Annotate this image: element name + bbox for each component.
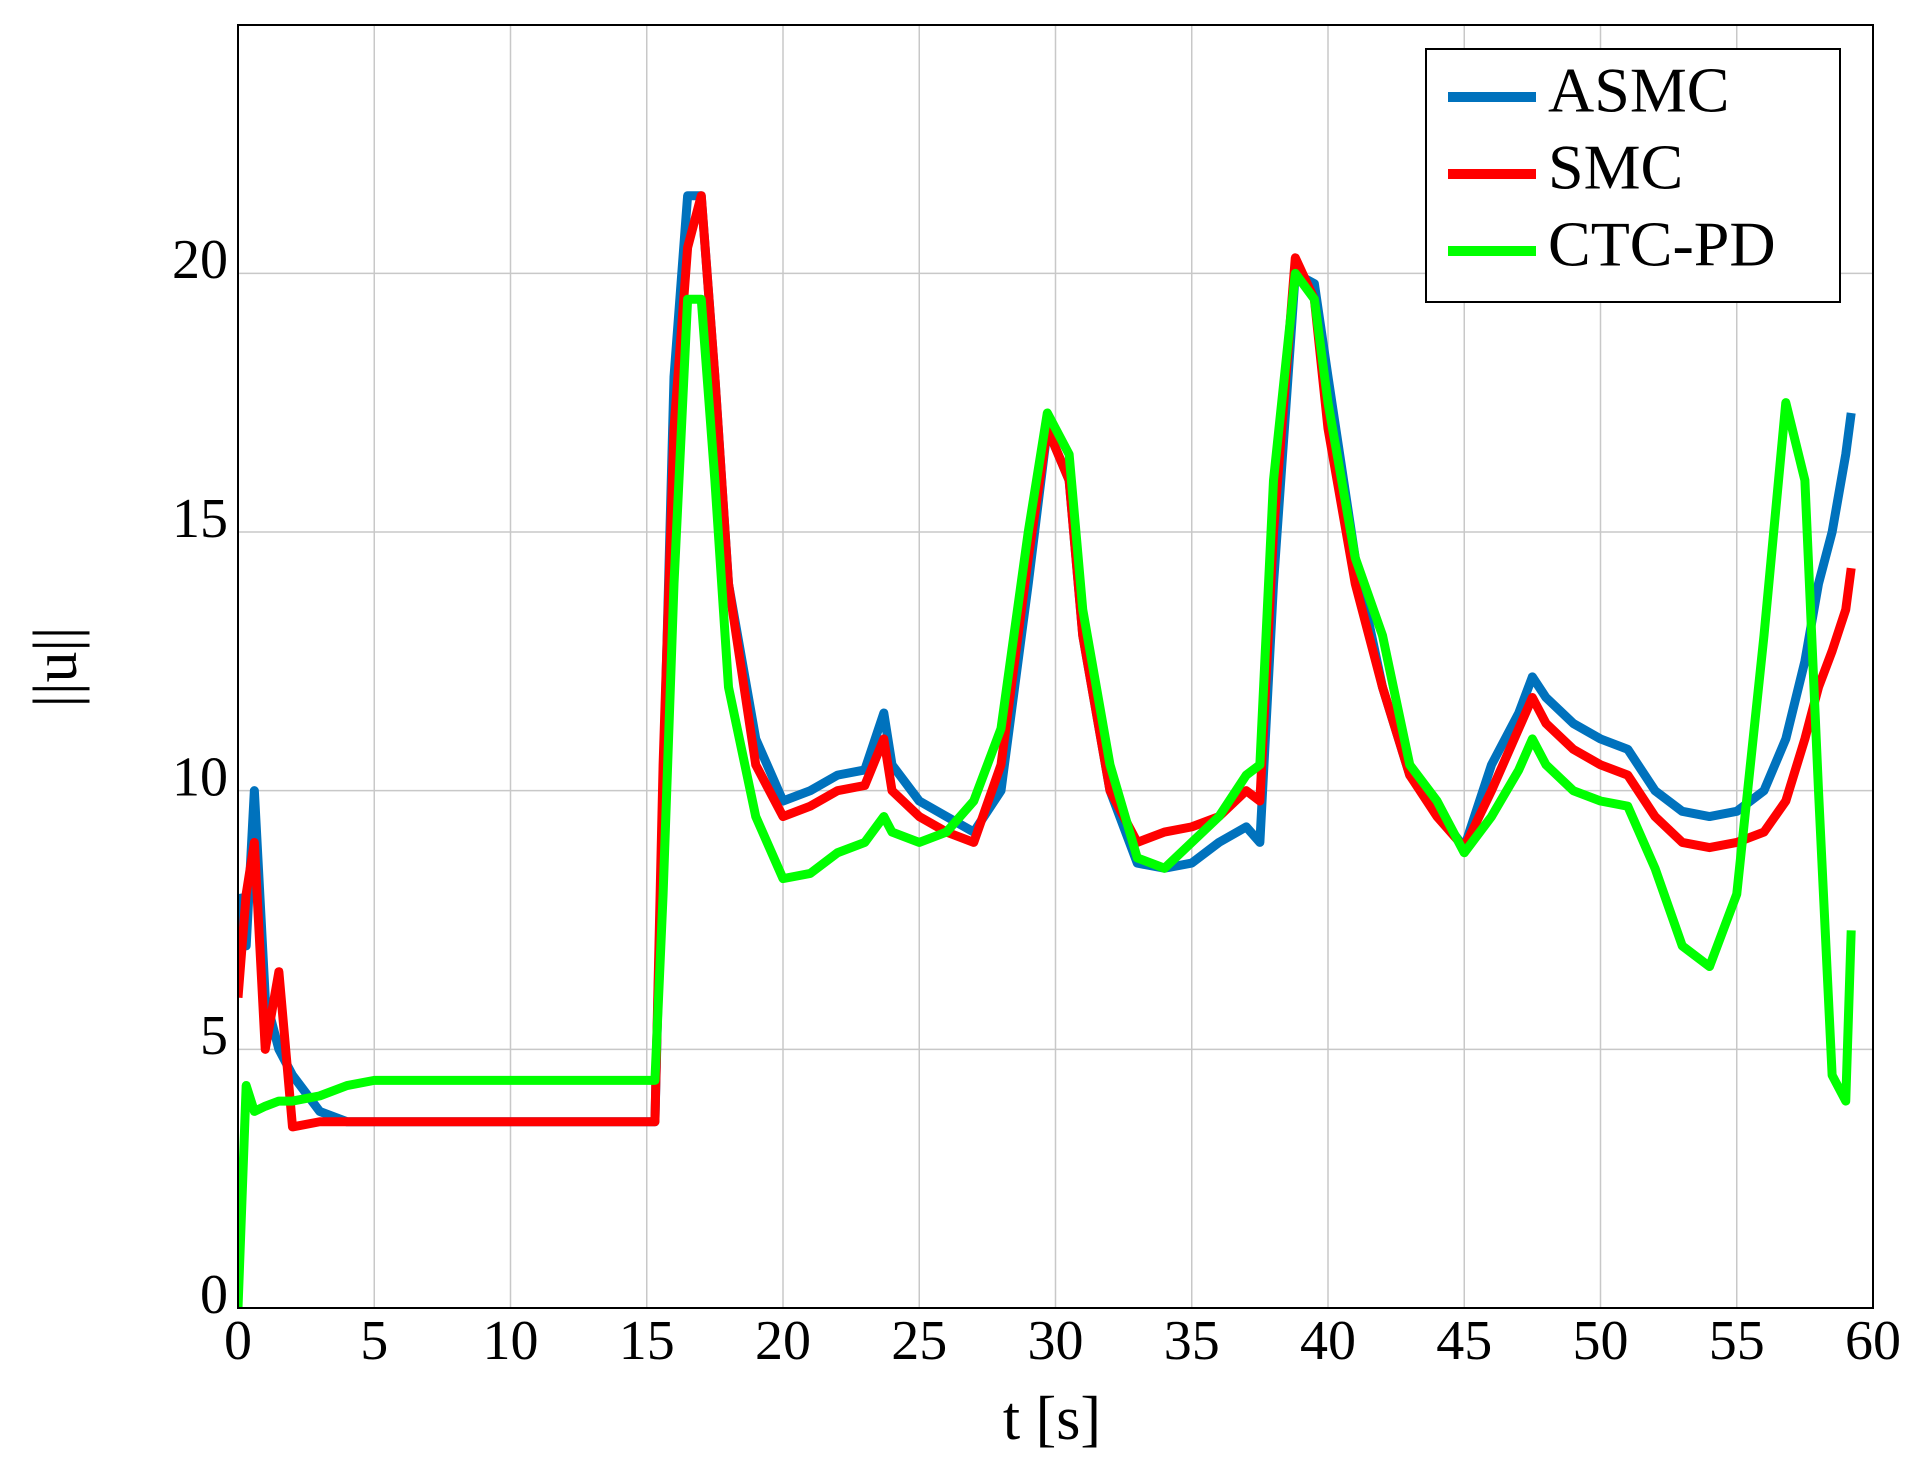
- x-tick-label: 5: [360, 1310, 388, 1372]
- x-tick-label: 20: [755, 1310, 811, 1372]
- x-tick-label: 35: [1164, 1310, 1220, 1372]
- y-axis-label: ||u||: [22, 627, 90, 708]
- x-tick-label: 15: [619, 1310, 675, 1372]
- series-line: [238, 268, 1856, 1308]
- y-tick-label: 20: [172, 229, 228, 291]
- legend-label: ASMC: [1548, 55, 1729, 126]
- x-tick-label: 25: [891, 1310, 947, 1372]
- legend-label: SMC: [1548, 132, 1683, 203]
- x-tick-label: 30: [1028, 1310, 1084, 1372]
- x-axis-label: t [s]: [1003, 1385, 1101, 1453]
- plot-frame: [237, 24, 1874, 1309]
- x-tick-label: 45: [1436, 1310, 1492, 1372]
- x-tick-label: 10: [483, 1310, 539, 1372]
- y-tick-label: 0: [200, 1264, 228, 1326]
- legend-label: CTC-PD: [1548, 209, 1776, 280]
- x-tick-label: 50: [1573, 1310, 1629, 1372]
- y-tick-label: 10: [172, 747, 228, 809]
- y-tick-label: 5: [200, 1005, 228, 1067]
- y-tick-label: 15: [172, 488, 228, 550]
- x-tick-label: 0: [224, 1310, 252, 1372]
- x-tick-label: 40: [1300, 1310, 1356, 1372]
- x-tick-label: 55: [1709, 1310, 1765, 1372]
- x-tick-label: 60: [1845, 1310, 1901, 1372]
